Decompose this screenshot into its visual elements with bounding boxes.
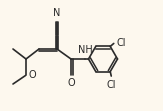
Text: O: O xyxy=(29,70,36,80)
Text: Cl: Cl xyxy=(106,80,116,90)
Text: NH: NH xyxy=(78,45,93,55)
Text: O: O xyxy=(67,78,75,88)
Text: N: N xyxy=(53,8,61,18)
Text: Cl: Cl xyxy=(117,38,126,48)
